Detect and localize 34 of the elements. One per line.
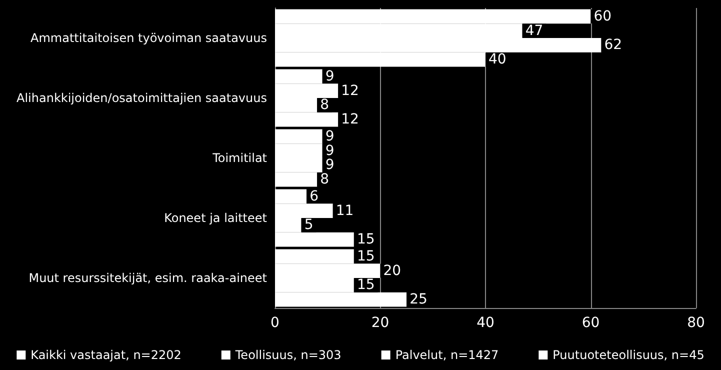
y-tick-label: Ammattitaitoisen työvoiman saatavuus xyxy=(30,31,267,45)
legend-label: Kaikki vastaajat, n=2202 xyxy=(30,348,182,362)
data-label: 9 xyxy=(325,142,334,159)
data-label: 40 xyxy=(488,52,506,68)
data-label: 25 xyxy=(410,292,428,308)
x-tick-label: 0 xyxy=(270,315,280,331)
y-tick-label: Toimitilat xyxy=(212,151,268,165)
data-label: 15 xyxy=(356,248,375,264)
legend-label: Teollisuus, n=303 xyxy=(234,348,342,362)
data-label: 11 xyxy=(336,202,354,219)
x-tick-label: 40 xyxy=(476,315,494,331)
data-label: 60 xyxy=(594,8,612,24)
data-label: 8 xyxy=(320,97,330,114)
data-label: 6 xyxy=(310,188,319,204)
data-label: 15 xyxy=(356,277,375,294)
x-tick-label: 60 xyxy=(582,315,600,331)
data-label: 12 xyxy=(341,112,359,128)
data-label: 9 xyxy=(325,157,334,174)
data-label: 20 xyxy=(383,262,402,279)
data-label: 47 xyxy=(525,22,544,39)
y-tick-label: Alihankkijoiden/osatoimittajien saatavuus xyxy=(16,91,267,105)
data-label: 9 xyxy=(325,68,334,84)
data-label: 15 xyxy=(356,232,375,248)
x-tick-label: 20 xyxy=(371,315,390,331)
data-label: 9 xyxy=(325,128,334,144)
y-tick-label: Muut resurssitekijät, esim. raaka-aineet xyxy=(28,271,268,285)
legend-label: Palvelut, n=1427 xyxy=(395,348,499,362)
data-label: 12 xyxy=(341,82,359,99)
data-label: 62 xyxy=(604,37,622,54)
y-tick-label: Koneet ja laitteet xyxy=(164,211,268,225)
legend-label: Puutuoteteollisuus, n=45 xyxy=(552,348,704,362)
x-tick-label: 80 xyxy=(687,315,705,331)
data-label: 8 xyxy=(320,172,330,188)
data-label: 5 xyxy=(304,217,314,234)
